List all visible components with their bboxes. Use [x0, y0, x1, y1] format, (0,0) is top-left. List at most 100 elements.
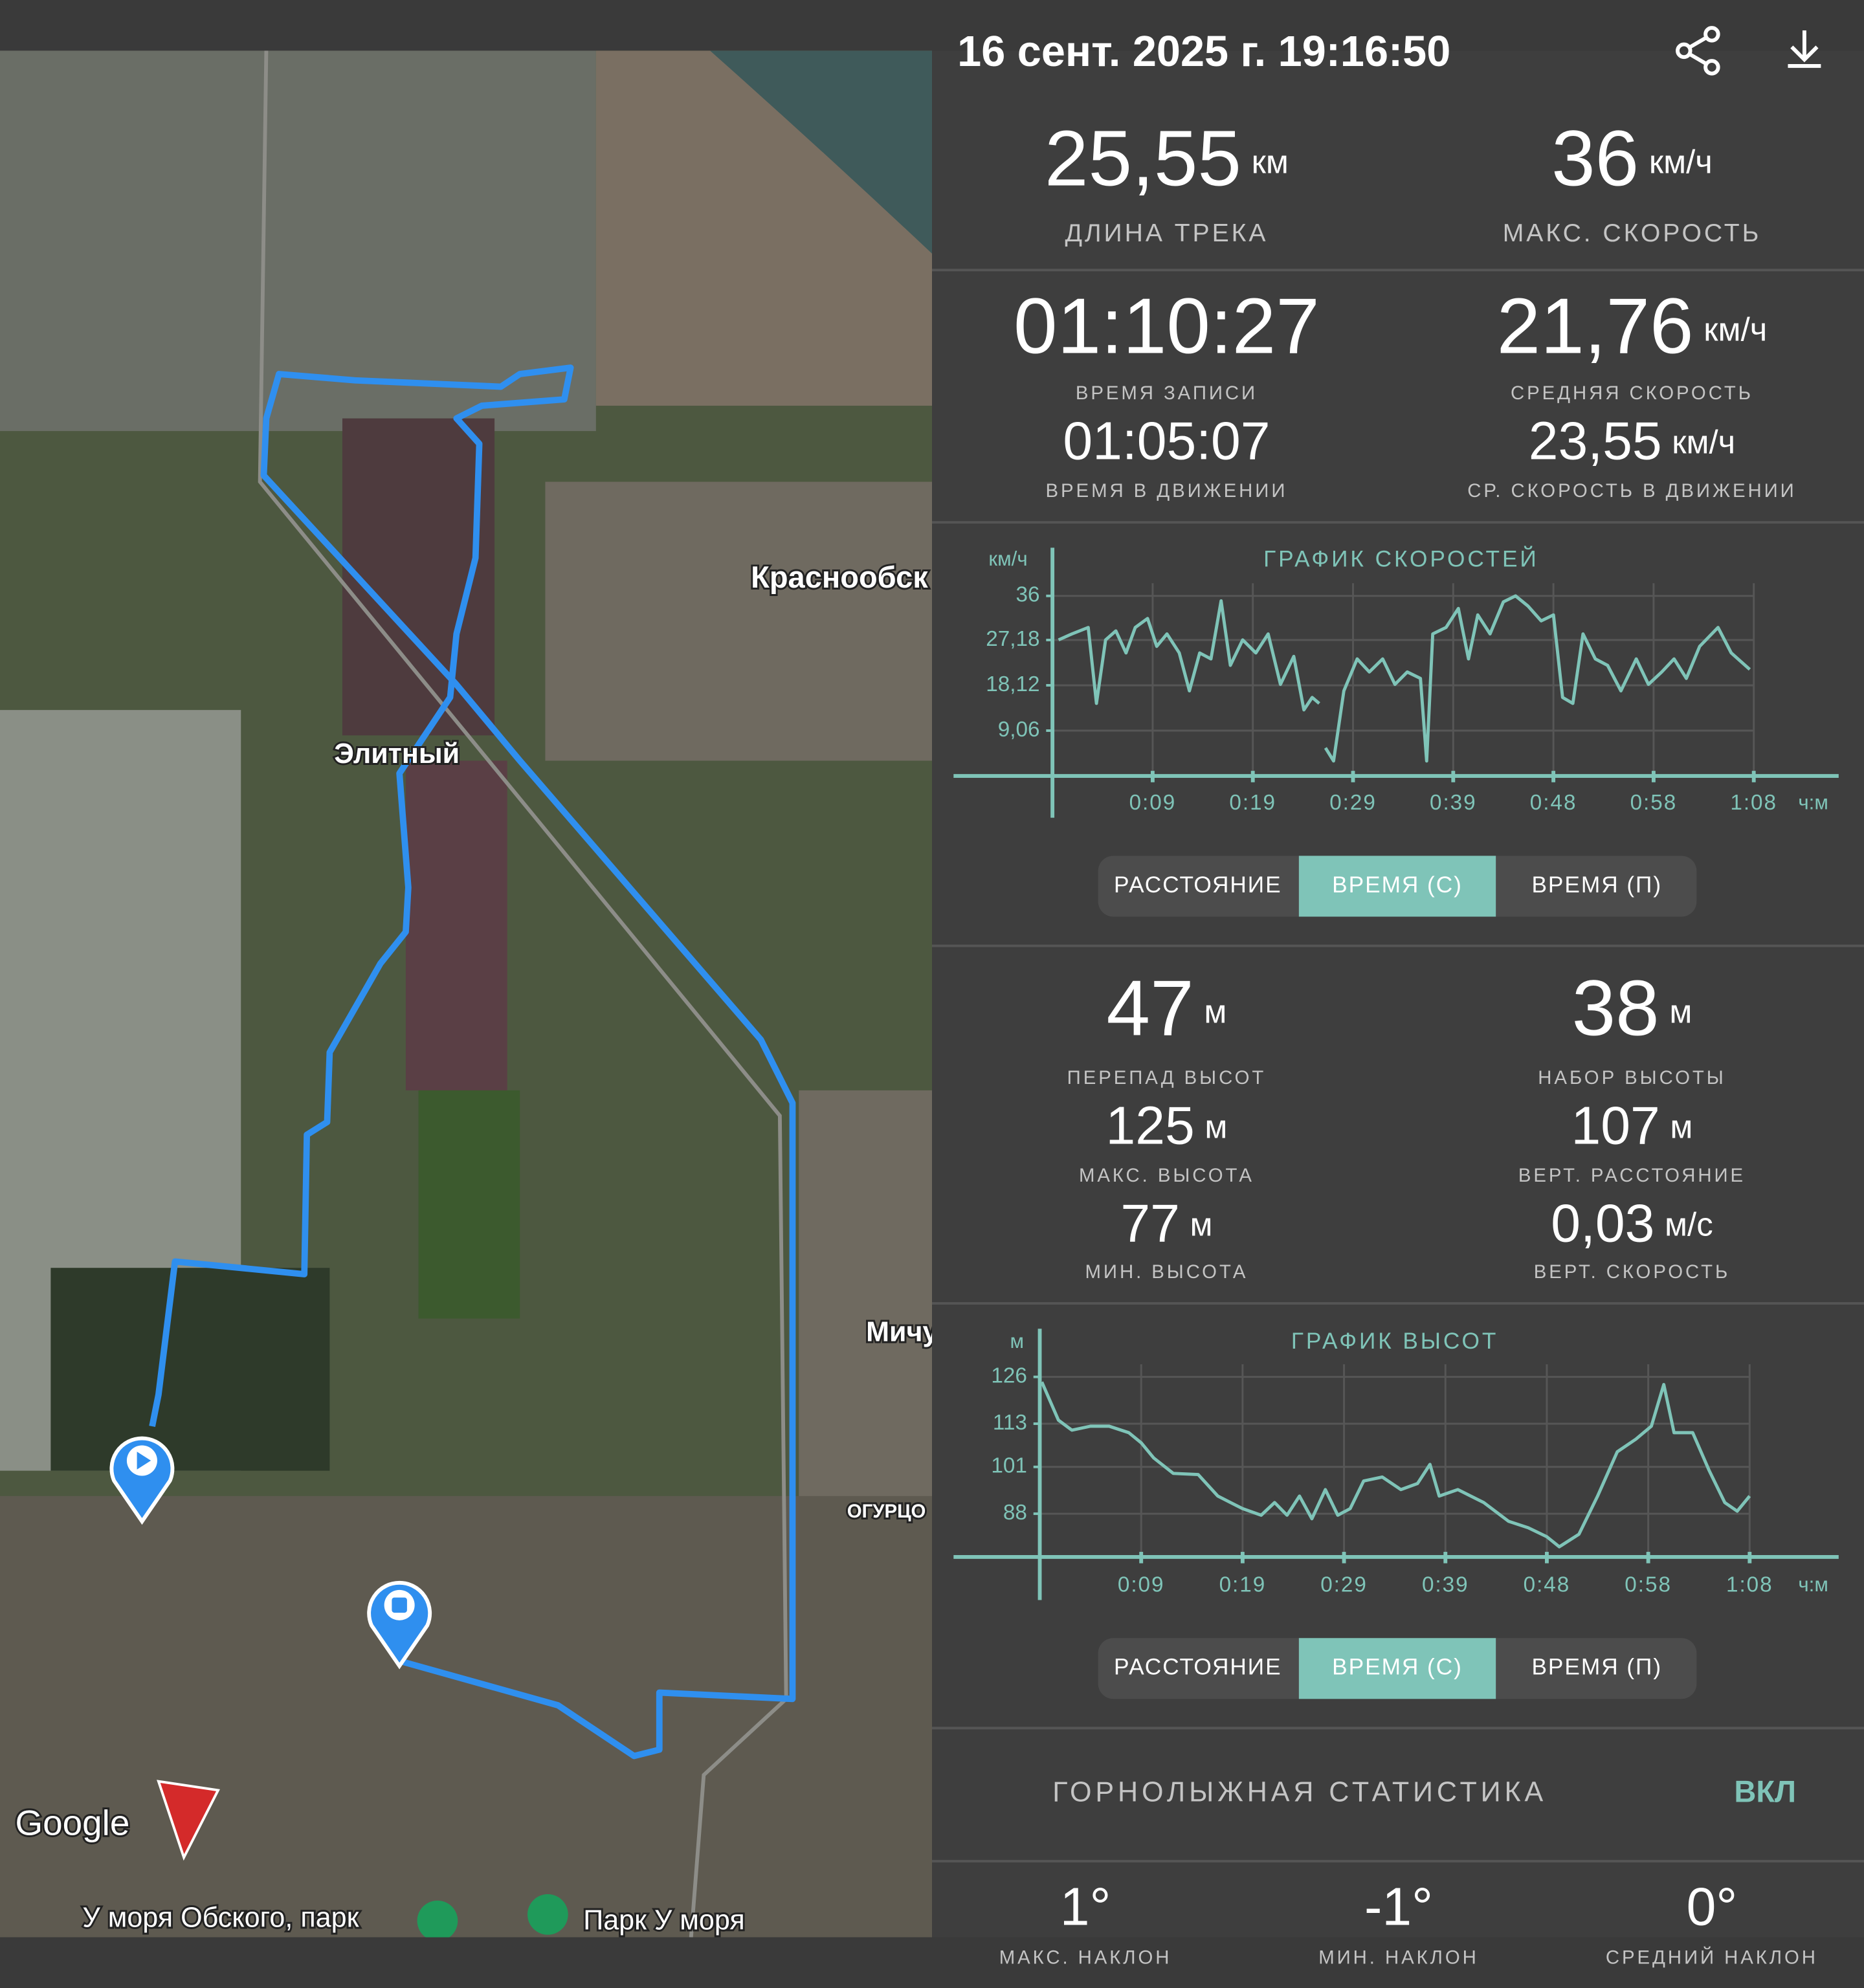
- stat-value: 01:05:07: [1063, 412, 1270, 470]
- stat-value: 125 м: [1105, 1096, 1227, 1155]
- stat-label: ВРЕМЯ ЗАПИСИ: [1076, 382, 1258, 404]
- x-tick-label: 0:48: [1530, 791, 1577, 815]
- download-button[interactable]: [1788, 30, 1821, 68]
- bottom-bar: [0, 1937, 1864, 1988]
- x-tick-label: 1:08: [1726, 1573, 1773, 1597]
- stat-label: ВРЕМЯ В ДВИЖЕНИИ: [1046, 480, 1288, 502]
- stat-value: 38 м: [1572, 964, 1692, 1052]
- stat-label: НАБОР ВЫСОТЫ: [1538, 1067, 1725, 1088]
- unit: м: [1204, 993, 1226, 1030]
- map-water: [710, 50, 932, 254]
- y-tick-label: 9,06: [998, 718, 1040, 742]
- map-label: Краснообск: [751, 560, 928, 594]
- map-label: ОГУРЦО: [847, 1501, 926, 1522]
- chart-title: ГРАФИК ВЫСОТ: [1291, 1329, 1498, 1354]
- tab-selected: [1298, 856, 1496, 917]
- x-tick-label: 0:09: [1129, 791, 1177, 815]
- value: 36: [1551, 115, 1639, 203]
- stat-value: 0,03 м/с: [1551, 1194, 1713, 1253]
- value: 01:10:27: [1014, 282, 1320, 370]
- y-tick-label: 126: [991, 1364, 1027, 1387]
- map-town: [0, 1496, 932, 1938]
- x-unit: ч:м: [1798, 1573, 1828, 1596]
- stat-value: 21,76 км/ч: [1497, 282, 1768, 370]
- stat-label: МИН. ВЫСОТА: [1085, 1261, 1248, 1283]
- stat-value: 23,55 км/ч: [1529, 412, 1736, 470]
- map-field: [50, 1268, 330, 1471]
- value: 77: [1120, 1194, 1180, 1253]
- stat-value: 25,55 км: [1045, 115, 1289, 203]
- stat-label: СРЕДНЯЯ СКОРОСТЬ: [1511, 382, 1753, 404]
- tab[interactable]: ВРЕМЯ (П): [1531, 1655, 1662, 1680]
- unit: м: [1190, 1206, 1213, 1243]
- icon: [1676, 42, 1692, 60]
- x-tick-label: 0:39: [1422, 1573, 1469, 1597]
- ski-title: ГОРНОЛЫЖНАЯ СТАТИСТИКА: [1052, 1777, 1547, 1808]
- map-city: [0, 50, 596, 432]
- unit: км/ч: [1703, 311, 1767, 348]
- value: 0°: [1687, 1877, 1738, 1936]
- tab[interactable]: ВРЕМЯ (П): [1531, 872, 1662, 898]
- tab[interactable]: ВРЕМЯ (С): [1332, 872, 1463, 898]
- icon: [1788, 30, 1821, 68]
- stat-label: ПЕРЕПАД ВЫСОТ: [1067, 1067, 1267, 1088]
- tab[interactable]: ВРЕМЯ (С): [1332, 1655, 1463, 1680]
- stat-label: СР. СКОРОСТЬ В ДВИЖЕНИИ: [1467, 480, 1796, 502]
- share-button[interactable]: [1676, 26, 1720, 76]
- x-tick-label: 0:58: [1625, 1573, 1672, 1597]
- y-tick-label: 101: [991, 1454, 1027, 1478]
- separators: [932, 269, 1864, 1863]
- y-tick-label: 88: [1003, 1501, 1027, 1525]
- map-road: [258, 50, 788, 1938]
- x-tick-label: 0:58: [1630, 791, 1678, 815]
- tab[interactable]: РАССТОЯНИЕ: [1114, 872, 1282, 898]
- unit: м: [1204, 1109, 1227, 1145]
- value: 107: [1571, 1096, 1659, 1155]
- value: 25,55: [1045, 115, 1241, 203]
- tab-selected: [1298, 1638, 1496, 1699]
- map: Краснообск Элитный Мичу ОГУРЦО У моря Об…: [0, 50, 940, 1941]
- tab[interactable]: РАССТОЯНИЕ: [1114, 1655, 1282, 1680]
- value: 47: [1107, 964, 1194, 1052]
- stat-label: ВЕРТ. РАССТОЯНИЕ: [1518, 1165, 1746, 1186]
- value: 38: [1572, 964, 1659, 1052]
- ski-toggle[interactable]: ВКЛ: [1734, 1774, 1796, 1809]
- map-town: [799, 1090, 932, 1573]
- stat-value: 107 м: [1571, 1096, 1692, 1155]
- x-tick-label: 0:19: [1229, 791, 1276, 815]
- header-title: 16 сент. 2025 г. 19:16:50: [957, 28, 1450, 76]
- stat-value: -1°: [1364, 1877, 1433, 1936]
- unit: м: [1669, 993, 1692, 1030]
- stat-label: МИН. НАКЛОН: [1318, 1947, 1478, 1969]
- x-tick-label: 0:19: [1219, 1573, 1267, 1597]
- value: 01:05:07: [1063, 412, 1270, 470]
- icon: [1703, 59, 1720, 76]
- stat-value: 1°: [1060, 1877, 1111, 1936]
- park-icon: [417, 1900, 458, 1941]
- x-tick-label: 1:08: [1730, 791, 1777, 815]
- pin: [367, 1581, 432, 1670]
- icon: [1689, 36, 1707, 65]
- x-tick-label: 0:39: [1430, 791, 1477, 815]
- x-tick-label: 0:48: [1524, 1573, 1571, 1597]
- icon: [1703, 26, 1720, 43]
- unit: км/ч: [1649, 144, 1713, 181]
- y-unit: км/ч: [988, 547, 1027, 570]
- stat-label: ВЕРТ. СКОРОСТЬ: [1534, 1261, 1730, 1283]
- stat-label: МАКС. ВЫСОТА: [1079, 1165, 1254, 1186]
- map-field: [418, 1090, 520, 1319]
- stat-value: 77 м: [1120, 1194, 1212, 1253]
- stop-icon: [392, 1597, 407, 1613]
- stats-panel: [932, 50, 1864, 1938]
- park-icon: [527, 1894, 568, 1935]
- y-tick-label: 27,18: [986, 627, 1039, 651]
- google-logo: Google: [16, 1803, 130, 1843]
- unit: км/ч: [1672, 424, 1735, 461]
- end-marker[interactable]: [367, 1581, 432, 1670]
- map-field: [405, 760, 507, 1090]
- compass[interactable]: [157, 1780, 220, 1861]
- start-marker[interactable]: [109, 1436, 175, 1525]
- x-tick-label: 0:29: [1320, 1573, 1368, 1597]
- value: 0,03: [1551, 1194, 1654, 1253]
